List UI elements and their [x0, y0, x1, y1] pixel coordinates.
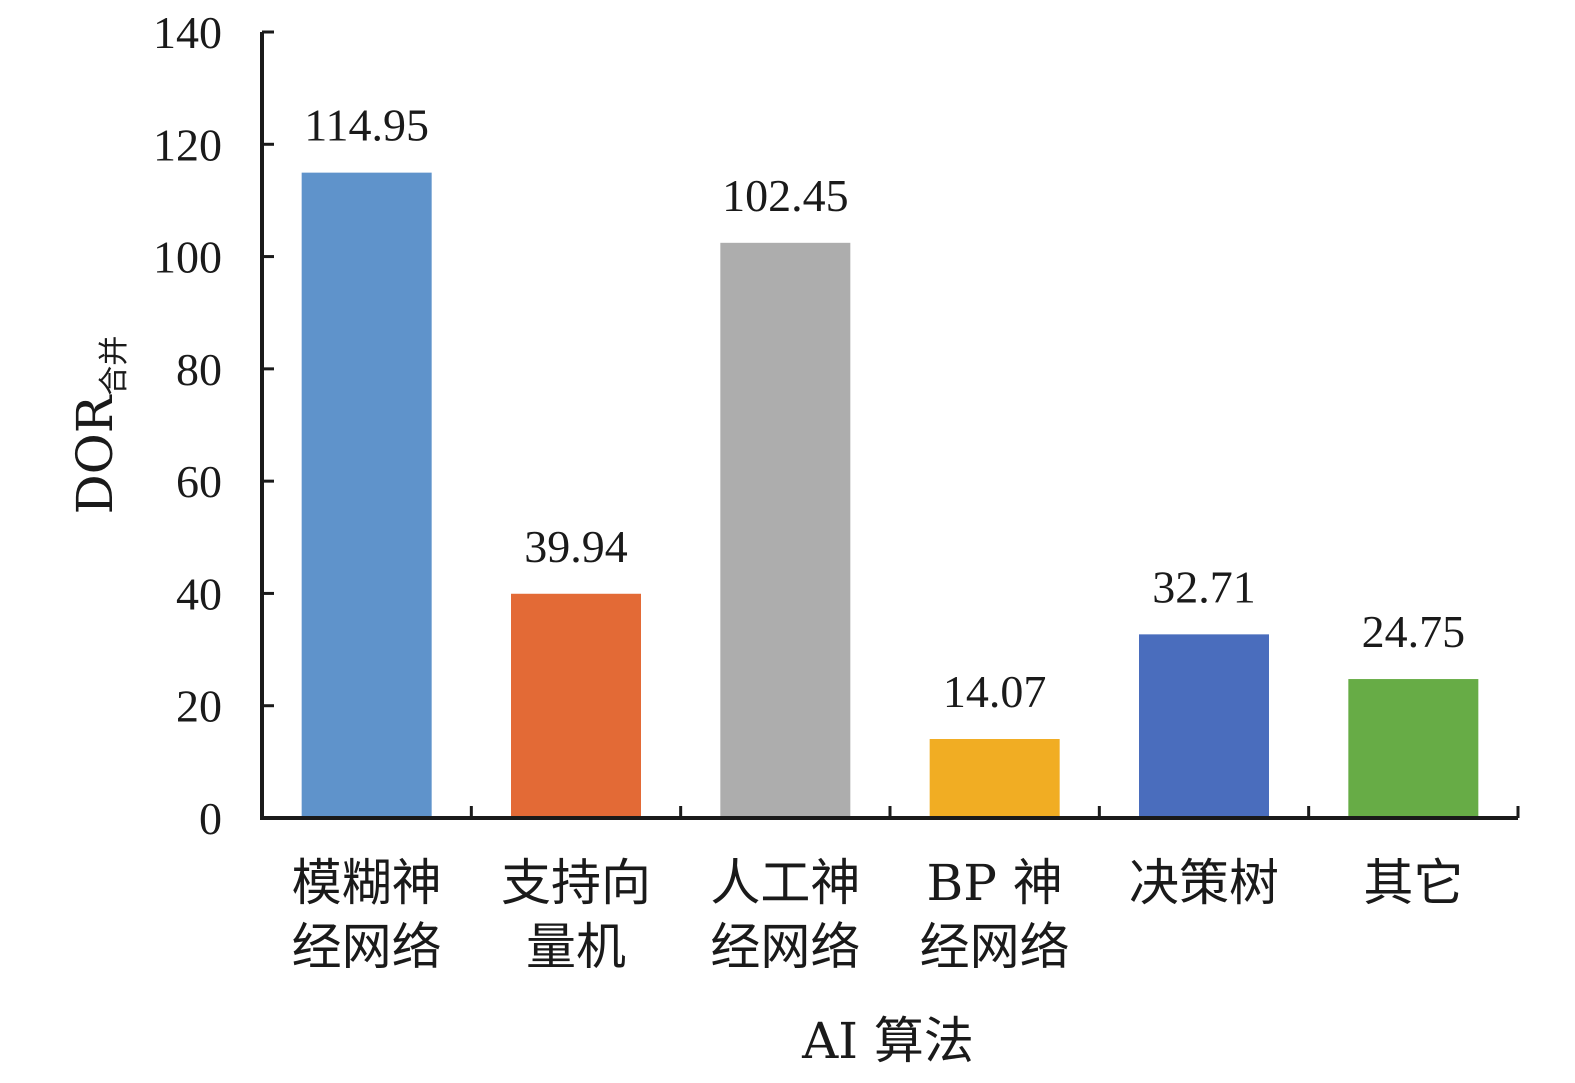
x-tick-label-line: BP 神	[927, 854, 1063, 912]
data-label: 24.75	[1362, 606, 1466, 657]
data-label: 102.45	[722, 170, 849, 221]
x-tick-label: 模糊神经网络	[292, 854, 442, 976]
x-tick-label-line: 人工神	[710, 854, 860, 912]
x-tick-label: 人工神经网络	[710, 854, 860, 976]
x-tick-label-line: 支持向	[501, 854, 651, 912]
x-tick-label-line: 量机	[526, 918, 626, 976]
x-tick-label-line: 经网络	[920, 918, 1070, 976]
y-tick-label: 100	[153, 232, 222, 283]
x-tick-label: 支持向量机	[501, 854, 651, 976]
bar	[929, 739, 1060, 816]
x-tick-label: 其它	[1363, 854, 1463, 912]
y-tick-label: 60	[176, 456, 222, 507]
x-tick-label-line: 模糊神	[292, 854, 442, 912]
x-tick-label-line: 其它	[1363, 854, 1463, 912]
y-tick-label: 120	[153, 119, 222, 170]
x-tick-label-line: 经网络	[710, 918, 860, 976]
bar	[1348, 679, 1479, 816]
x-tick-label-line: 经网络	[292, 918, 442, 976]
data-label: 39.94	[524, 521, 628, 572]
data-labels: 114.95 39.94 102.45 14.07 32.71 24.75	[304, 100, 1465, 717]
bar	[1139, 634, 1269, 816]
y-axis-title: DOR合并	[66, 336, 132, 515]
data-label: 114.95	[304, 100, 429, 151]
bar	[511, 593, 641, 816]
y-axis-ticks: 0 20 40 60 80 100 120 140	[153, 7, 274, 844]
bar	[720, 242, 851, 817]
bars	[301, 172, 1479, 817]
y-tick-label: 0	[199, 793, 222, 844]
y-axis-title-main: DOR	[66, 394, 124, 514]
bar	[301, 172, 432, 816]
x-tick-label: BP 神经网络	[920, 854, 1070, 976]
y-tick-label: 20	[176, 681, 222, 732]
x-axis-title: AI 算法	[801, 1012, 974, 1070]
x-tick-label-line: 决策树	[1129, 854, 1279, 912]
x-tick-label: 决策树	[1129, 854, 1279, 912]
plot-area: 0 20 40 60 80 100 120 140 114.95 39.94 102.45 14.0…	[153, 7, 1520, 976]
y-tick-label: 140	[153, 7, 222, 58]
x-axis-ticks	[469, 806, 1520, 818]
data-label: 32.71	[1152, 561, 1256, 612]
y-tick-label: 40	[176, 568, 222, 619]
y-tick-label: 80	[176, 344, 222, 395]
data-label: 14.07	[943, 666, 1047, 717]
y-axis-title-subscript: 合并	[97, 336, 132, 396]
